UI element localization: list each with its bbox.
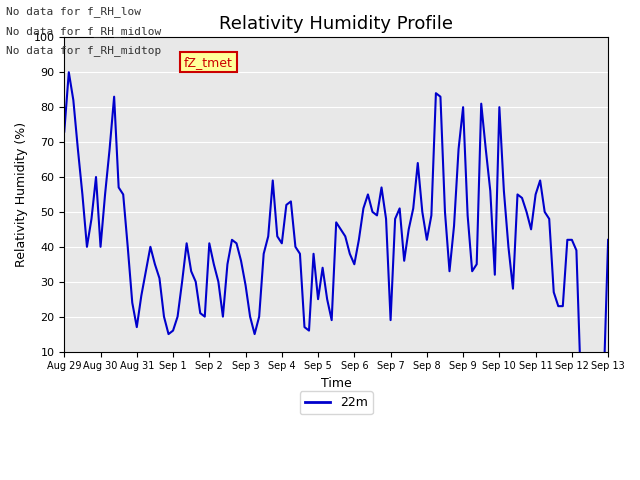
X-axis label: Time: Time xyxy=(321,377,351,390)
Text: No data for f_RH_low: No data for f_RH_low xyxy=(6,6,141,17)
Title: Relativity Humidity Profile: Relativity Humidity Profile xyxy=(220,15,453,33)
Text: No data for f_RH_midtop: No data for f_RH_midtop xyxy=(6,45,162,56)
Text: No data for f_RH_midlow: No data for f_RH_midlow xyxy=(6,25,162,36)
Y-axis label: Relativity Humidity (%): Relativity Humidity (%) xyxy=(15,122,28,267)
Legend: 22m: 22m xyxy=(300,391,372,414)
Text: fZ_tmet: fZ_tmet xyxy=(184,56,233,69)
